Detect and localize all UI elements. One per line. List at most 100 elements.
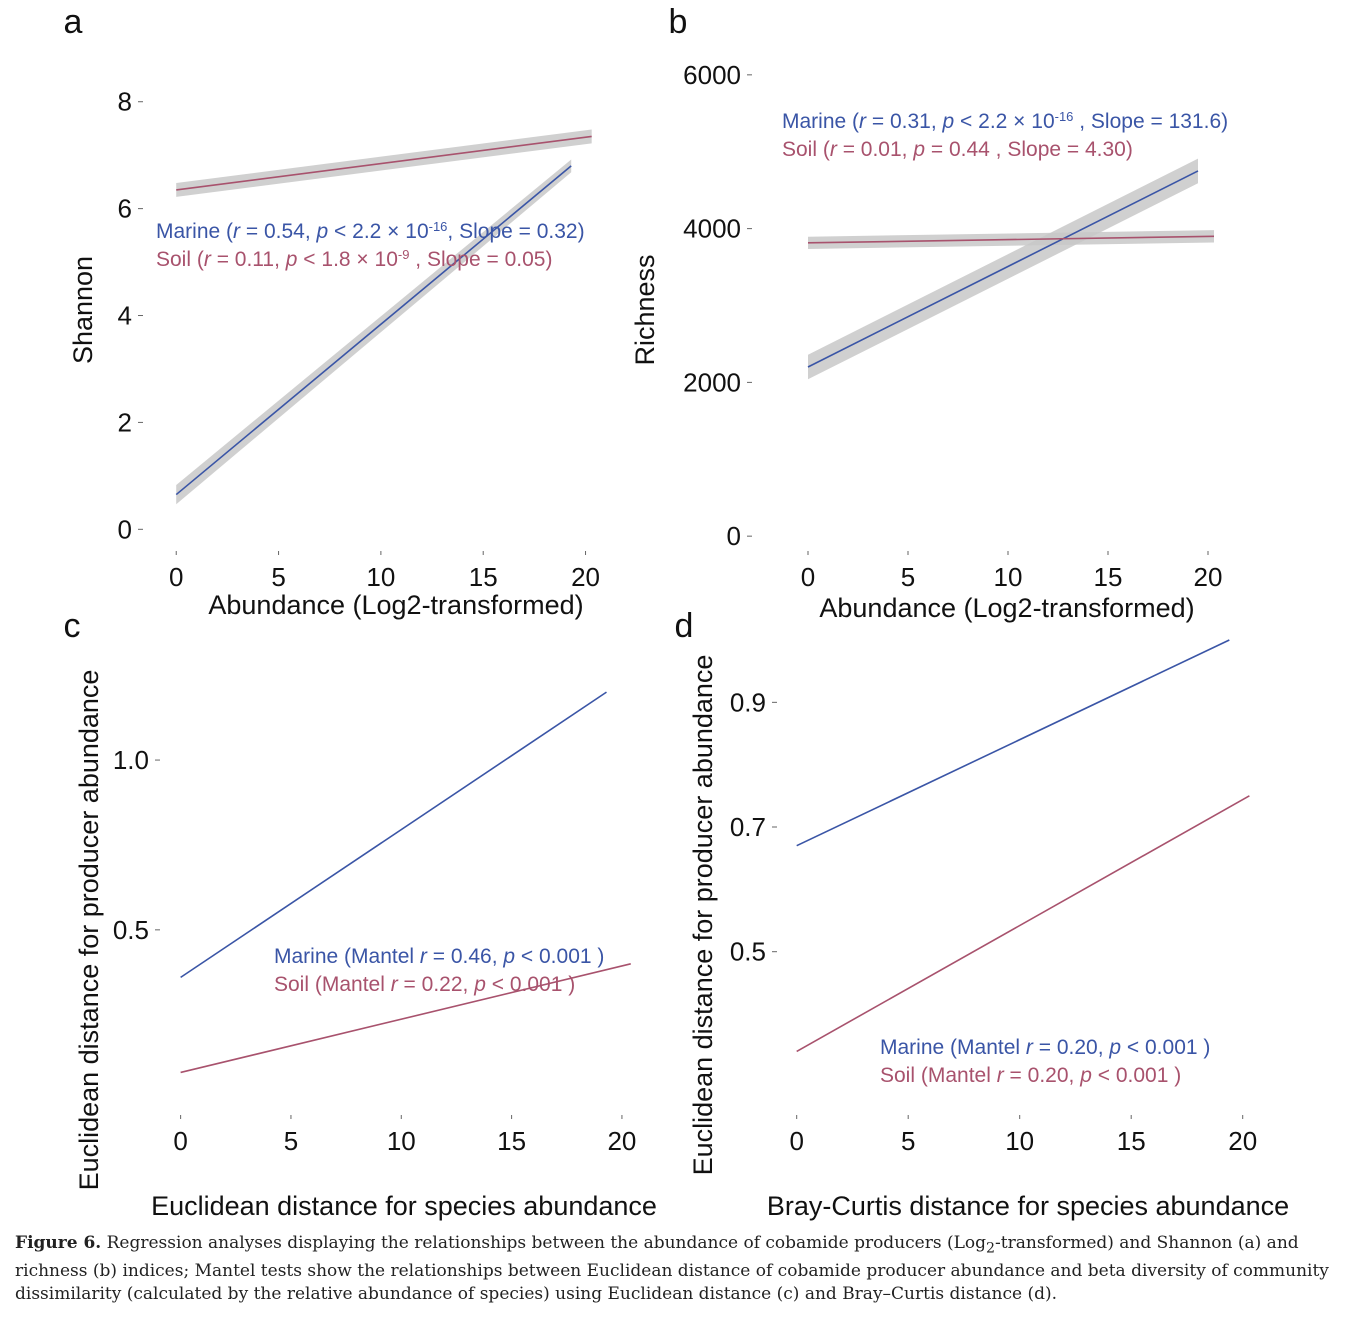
panel-letter: a xyxy=(64,3,83,41)
annotation-part: p xyxy=(316,220,329,243)
annotation-part: < 0.001 ) xyxy=(515,945,604,968)
x-axis-label: Abundance (Log2-transformed) xyxy=(819,593,1194,623)
caption-subscript: 2 xyxy=(986,1240,996,1257)
annotation-superscript: -16 xyxy=(429,219,448,234)
x-tick-label: 20 xyxy=(571,562,600,592)
x-tick-label: 0 xyxy=(801,562,815,592)
figure-caption: Figure 6. Regression analyses displaying… xyxy=(15,1232,1340,1306)
annotation-part: r xyxy=(233,220,241,243)
panel-letter: c xyxy=(64,607,81,645)
annotation-soil: Soil (r = 0.11, p < 1.8 × 10-9 , Slope =… xyxy=(156,247,552,272)
annotation-part: Marine ( xyxy=(782,110,859,133)
annotation-soil: Soil (r = 0.01, p = 0.44 , Slope = 4.30) xyxy=(782,138,1133,161)
x-tick-label: 15 xyxy=(1094,562,1123,592)
annotation-part: Marine (Mantel xyxy=(880,1036,1026,1059)
annotation-part: p xyxy=(912,138,925,161)
annotation-superscript: -16 xyxy=(1055,109,1074,124)
annotation-part: r xyxy=(420,945,428,968)
x-tick-label: 5 xyxy=(284,1126,298,1156)
x-axis-label: Abundance (Log2-transformed) xyxy=(208,590,583,620)
y-tick-label: 0.5 xyxy=(730,937,766,967)
regression-line-soil xyxy=(180,963,631,1074)
y-tick-label: 8 xyxy=(118,87,132,117)
y-tick-label: 2000 xyxy=(683,367,741,397)
annotation-marine: Marine (Mantel r = 0.20, p < 0.001 ) xyxy=(880,1036,1210,1059)
annotation-marine: Marine (r = 0.54, p < 2.2 × 10-16, Slope… xyxy=(156,219,585,244)
x-tick-label: 15 xyxy=(497,1126,526,1156)
panel-b: b 0 5 10 15 20 0 2000 4000 6000 Abundance (Log2-tr… xyxy=(630,3,1228,623)
annotation-part: = 0.01, xyxy=(837,138,913,161)
regression-line-soil xyxy=(796,795,1250,1053)
y-tick-label: 0.5 xyxy=(113,915,149,945)
y-tick-label: 0 xyxy=(727,521,741,551)
panel-letter: d xyxy=(675,607,694,645)
x-tick-label: 10 xyxy=(994,562,1023,592)
annotation-part: p xyxy=(942,110,955,133)
annotation-part: p xyxy=(1079,1064,1092,1087)
y-tick-label: 0.9 xyxy=(730,687,766,717)
x-tick-label: 0 xyxy=(789,1126,803,1156)
annotation-part: , Slope = 131.6) xyxy=(1073,110,1228,133)
x-axis-label: Euclidean distance for species abundance xyxy=(151,1191,657,1221)
annotation-part: p xyxy=(502,945,515,968)
annotation-part: Soil ( xyxy=(156,248,204,271)
y-tick-label: 2 xyxy=(118,407,132,437)
regression-line-marine xyxy=(807,170,1199,368)
y-tick-label: 4 xyxy=(118,301,132,331)
caption-text-2: -transformed) and Shannon (a) and richne… xyxy=(15,1233,1329,1305)
panel-d: d 0 5 10 15 20 0.5 0.7 0.9 Bray-Curtis distance f… xyxy=(675,607,1290,1221)
annotation-part: r xyxy=(859,110,867,133)
x-tick-label: 20 xyxy=(607,1126,636,1156)
x-tick-label: 0 xyxy=(173,1126,187,1156)
annotation-part: r xyxy=(1026,1036,1034,1059)
caption-label: Figure 6. xyxy=(15,1233,102,1253)
x-tick-label: 5 xyxy=(901,562,915,592)
x-tick-label: 20 xyxy=(1228,1126,1257,1156)
regression-line-marine xyxy=(796,639,1230,847)
annotation-part: = 0.11, xyxy=(211,248,286,271)
y-tick-label: 0.7 xyxy=(730,812,766,842)
annotation-part: = 0.46, xyxy=(427,945,503,968)
annotation-soil: Soil (Mantel r = 0.22, p < 0.001 ) xyxy=(274,973,575,996)
annotation-part: , Slope = 0.05) xyxy=(409,248,552,271)
y-tick-label: 4000 xyxy=(683,214,741,244)
annotation-superscript: -9 xyxy=(398,247,410,262)
y-tick-label: 1.0 xyxy=(113,745,149,775)
y-tick-label: 6 xyxy=(118,194,132,224)
annotation-part: < 0.001 ) xyxy=(1121,1036,1210,1059)
annotation-part: = 0.22, xyxy=(398,973,474,996)
x-tick-label: 5 xyxy=(271,562,285,592)
annotation-marine: Marine (r = 0.31, p < 2.2 × 10-16 , Slop… xyxy=(782,109,1228,134)
x-tick-label: 15 xyxy=(1117,1126,1146,1156)
x-tick-label: 10 xyxy=(366,562,395,592)
annotation-part: = 0.20, xyxy=(1033,1036,1109,1059)
annotation-part: < 1.8 × 10 xyxy=(297,248,397,271)
panel-c: c 0 5 10 15 20 0.5 1.0 Euclidean distance for sp… xyxy=(64,607,657,1221)
annotation-part: p xyxy=(1108,1036,1121,1059)
y-axis-label: Euclidean distance for producer abundanc… xyxy=(74,670,104,1191)
caption-text-1: Regression analyses displaying the relat… xyxy=(101,1233,987,1253)
x-axis-label: Bray-Curtis distance for species abundan… xyxy=(767,1191,1289,1221)
annotation-part: Soil ( xyxy=(782,138,830,161)
regression-line-soil xyxy=(176,135,592,191)
annotation-marine: Marine (Mantel r = 0.46, p < 0.001 ) xyxy=(274,945,604,968)
annotation-part: < 0.001 ) xyxy=(486,973,575,996)
figure-canvas: a 0 5 10 15 20 0 2 4 6 8 Abundance (Log2-transforme… xyxy=(64,3,1290,1221)
annotation-part: r xyxy=(997,1064,1005,1087)
x-tick-label: 10 xyxy=(387,1126,416,1156)
x-tick-label: 0 xyxy=(169,562,183,592)
x-tick-label: 20 xyxy=(1194,562,1223,592)
annotation-part: = 0.54, xyxy=(240,220,316,243)
annotation-part: p xyxy=(285,248,298,271)
annotation-part: p xyxy=(473,973,486,996)
annotation-part: Marine (Mantel xyxy=(274,945,420,968)
y-axis-label: Euclidean distance for producer abundanc… xyxy=(688,655,718,1176)
annotation-part: Marine ( xyxy=(156,220,233,243)
regression-line-soil xyxy=(807,235,1215,244)
annotation-part: = 0.44 , Slope = 4.30) xyxy=(925,138,1133,161)
annotation-part: = 0.31, xyxy=(866,110,942,133)
y-tick-label: 6000 xyxy=(683,60,741,90)
annotation-part: , Slope = 0.32) xyxy=(447,220,584,243)
annotation-part: < 0.001 ) xyxy=(1092,1064,1181,1087)
regression-line-marine xyxy=(180,691,607,979)
